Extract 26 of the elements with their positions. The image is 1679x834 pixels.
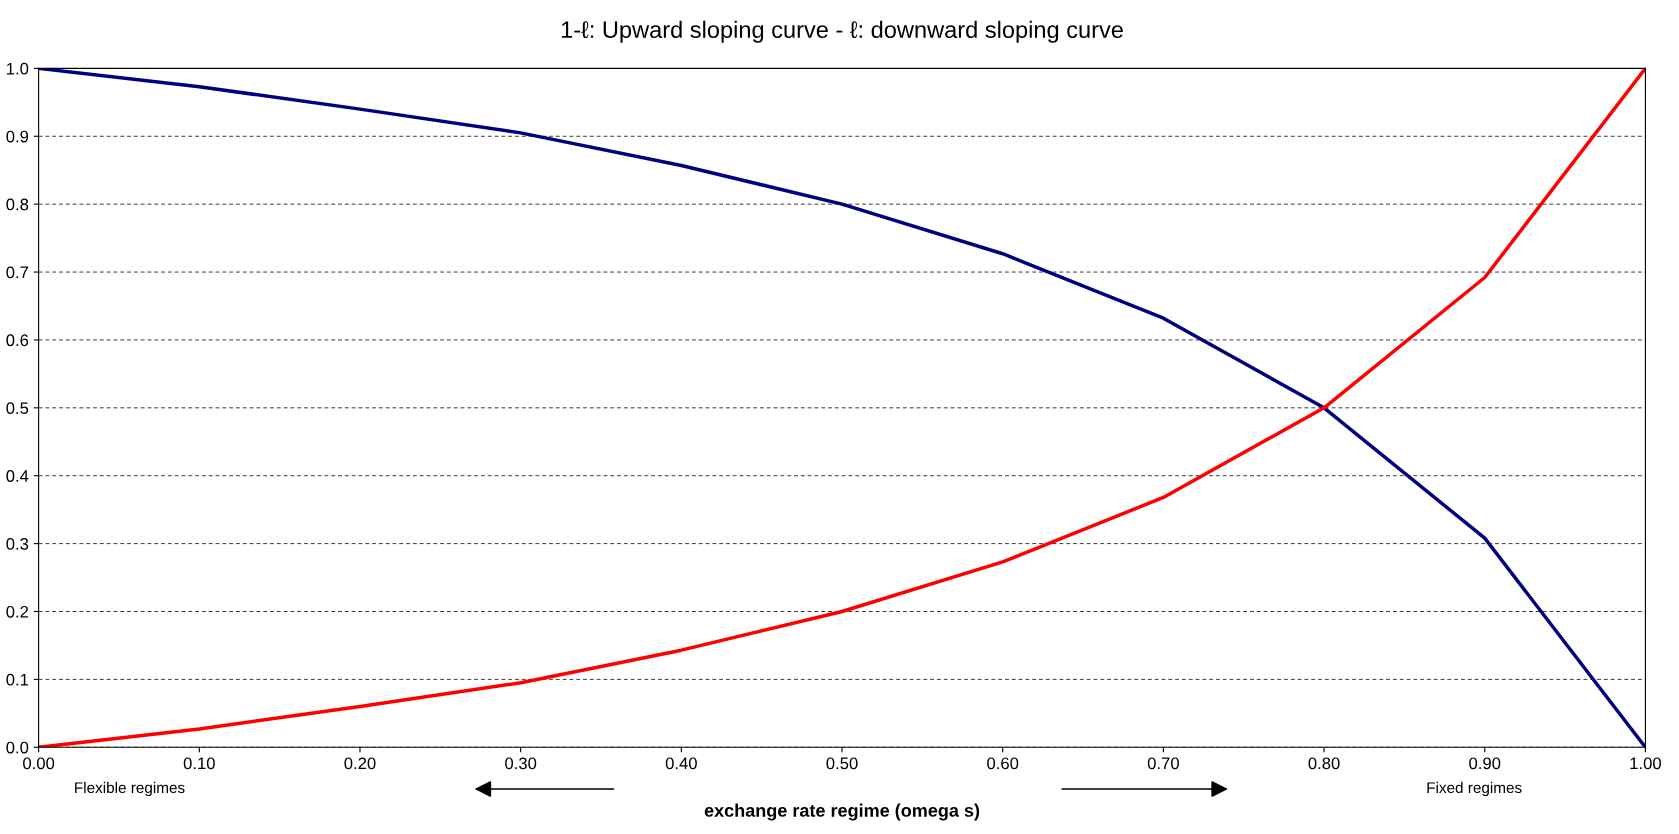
x-tick-label: 0.50 [826,757,858,770]
y-tick-label: 0.0 [6,741,29,754]
y-tick-label: 0.7 [6,266,29,279]
y-tick-label: 0.1 [6,673,29,686]
x-tick-label: 0.70 [1147,757,1179,770]
x-tick-label: 0.80 [1308,757,1340,770]
x-axis-title: exchange rate regime (omega s) [704,803,980,821]
x-tick-label: 0.10 [183,757,215,770]
y-tick-label: 0.8 [6,198,29,211]
y-tick-label: 0.2 [6,605,29,618]
y-tick-label: 0.5 [6,402,29,415]
x-tick-label: 0.20 [344,757,376,770]
x-tick-label: 1.00 [1630,757,1661,770]
y-tick-label: 0.4 [6,470,29,482]
chart-title: 1-ℓ: Upward sloping curve - ℓ: downward sloping curve [561,20,1123,43]
x-tick-label: 0.60 [987,757,1019,770]
y-tick-label: 1.0 [7,62,29,75]
x-tick-label: 0.40 [665,757,697,770]
y-tick-label: 0.6 [6,334,29,347]
x-tick-label: 0.90 [1469,757,1501,770]
text: Flexible regimes [75,781,185,797]
text: Fixed regimes [1427,781,1522,797]
x-tick-label: 0.30 [505,757,537,770]
y-tick-label: 0.3 [6,538,29,550]
y-tick-label: 0.9 [6,130,29,143]
x-tick-label: 0.00 [23,757,55,770]
